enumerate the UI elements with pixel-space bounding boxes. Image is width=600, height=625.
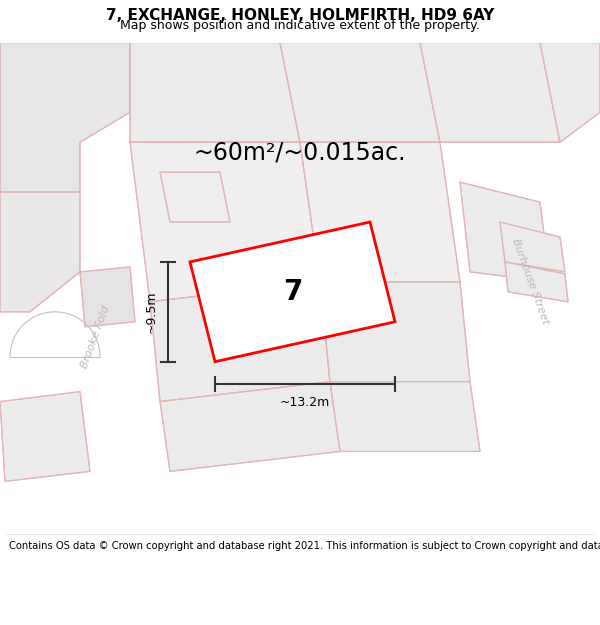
Polygon shape: [150, 282, 330, 402]
Polygon shape: [0, 392, 90, 481]
Polygon shape: [0, 42, 130, 192]
Polygon shape: [420, 42, 560, 142]
Polygon shape: [460, 182, 550, 282]
Polygon shape: [160, 382, 340, 471]
Polygon shape: [330, 382, 480, 451]
Text: 7, EXCHANGE, HONLEY, HOLMFIRTH, HD9 6AY: 7, EXCHANGE, HONLEY, HOLMFIRTH, HD9 6AY: [106, 9, 494, 24]
Polygon shape: [190, 222, 395, 362]
Polygon shape: [0, 192, 80, 312]
Text: ~13.2m: ~13.2m: [280, 396, 330, 409]
Polygon shape: [130, 42, 300, 142]
Text: 7: 7: [283, 278, 302, 306]
Polygon shape: [130, 142, 320, 302]
Polygon shape: [320, 282, 470, 382]
Polygon shape: [280, 42, 440, 142]
Polygon shape: [160, 172, 230, 222]
Polygon shape: [500, 222, 565, 272]
Polygon shape: [540, 42, 600, 142]
Text: ~60m²/~0.015ac.: ~60m²/~0.015ac.: [194, 140, 406, 164]
Polygon shape: [300, 142, 460, 282]
Polygon shape: [80, 267, 135, 327]
Text: Brooke Fold: Brooke Fold: [79, 304, 111, 369]
Text: Contains OS data © Crown copyright and database right 2021. This information is : Contains OS data © Crown copyright and d…: [9, 541, 600, 551]
Text: Map shows position and indicative extent of the property.: Map shows position and indicative extent…: [120, 19, 480, 32]
Text: ~9.5m: ~9.5m: [145, 291, 158, 333]
Text: Burhouse Street: Burhouse Street: [510, 238, 550, 326]
Polygon shape: [505, 262, 568, 302]
